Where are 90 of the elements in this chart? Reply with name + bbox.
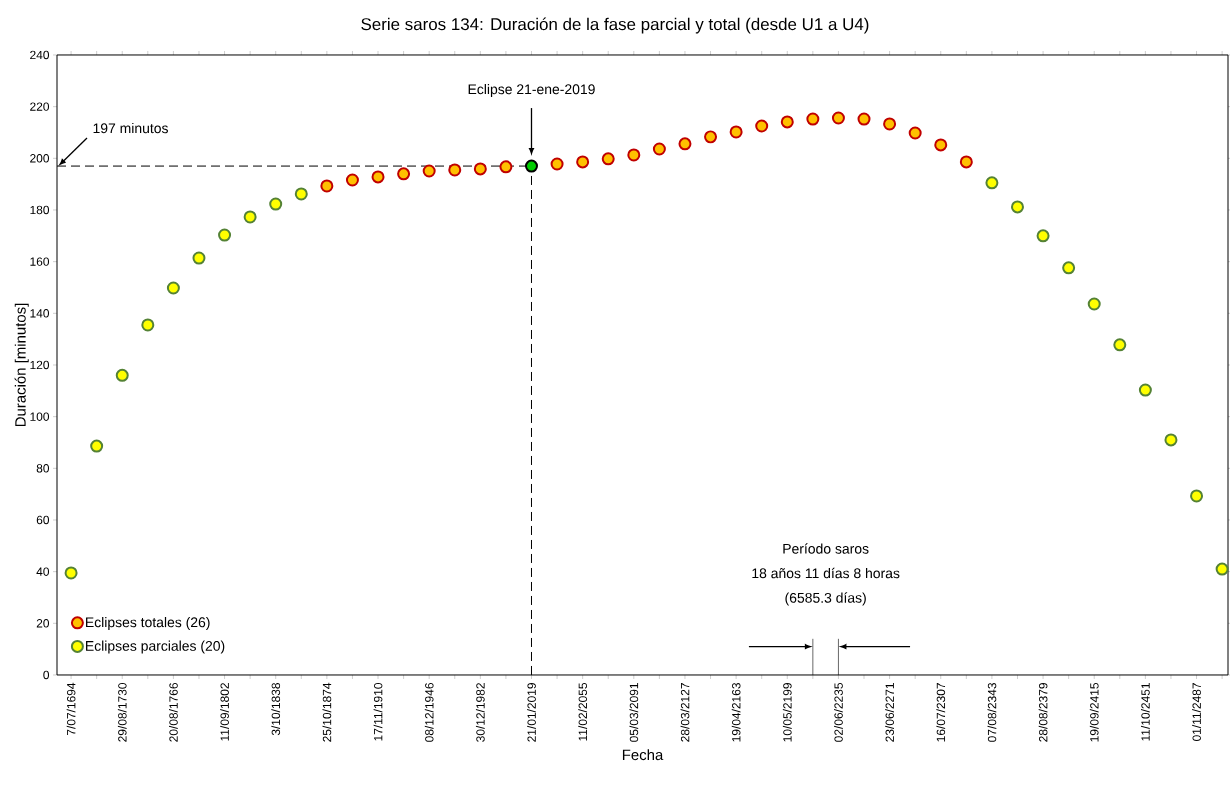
y-tick-label: 60 bbox=[36, 515, 50, 525]
point bbox=[1164, 433, 1178, 447]
point bbox=[294, 187, 308, 201]
x-tick-label: 28/08/2379 bbox=[1038, 683, 1048, 742]
x-tick-label: 20/08/1766 bbox=[169, 683, 178, 742]
point bbox=[320, 179, 334, 193]
point bbox=[857, 112, 871, 126]
x-tick-label: 19/09/2415 bbox=[1089, 683, 1099, 742]
x-tick-label: 19/04/2163 bbox=[731, 683, 741, 742]
x-tick-label: 7/07/1694 bbox=[66, 682, 76, 736]
y-tick-label: 40 bbox=[36, 567, 50, 576]
x-tick-label: 01/11/2487 bbox=[1192, 683, 1201, 741]
point bbox=[908, 126, 922, 140]
x-tick-label: 3/10/1838 bbox=[271, 683, 281, 736]
y-axis-title: Duración [minutos] bbox=[14, 303, 29, 427]
point bbox=[448, 163, 462, 177]
x-axis-title: Fecha bbox=[622, 749, 664, 761]
point bbox=[806, 112, 820, 126]
x-tick-label: 29/08/1730 bbox=[117, 682, 127, 742]
point bbox=[1113, 338, 1127, 352]
point bbox=[959, 155, 973, 169]
point bbox=[627, 148, 641, 162]
y-tick-label: 80 bbox=[36, 464, 50, 473]
annotation: 18 años 11 días 8 horas bbox=[752, 567, 900, 579]
point bbox=[883, 117, 897, 131]
point bbox=[1062, 261, 1076, 275]
y-tick-label: 200 bbox=[30, 154, 50, 163]
ref-line-label: 197 minutos bbox=[93, 122, 168, 134]
x-tick-label: 28/03/2127 bbox=[680, 683, 690, 742]
point bbox=[729, 125, 743, 139]
x-tick-label: 23/06/2271 bbox=[885, 683, 894, 742]
point bbox=[1087, 297, 1101, 311]
point bbox=[934, 138, 948, 152]
x-tick-label: 08/12/1946 bbox=[424, 683, 434, 742]
x-tick-label: 02/06/2235 bbox=[834, 683, 843, 742]
annotation: Eclipse 21-ene-2019 bbox=[468, 83, 595, 97]
y-tick-label: 100 bbox=[30, 412, 50, 421]
x-tick-label: 11/09/1802 bbox=[220, 683, 229, 741]
point bbox=[90, 439, 104, 453]
point bbox=[345, 173, 359, 187]
y-tick-label: 220 bbox=[30, 102, 50, 111]
y-tick-label: 0 bbox=[43, 670, 50, 680]
point bbox=[985, 176, 999, 190]
point bbox=[269, 197, 283, 211]
x-tick-label: 11/02/2055 bbox=[578, 683, 588, 741]
point bbox=[422, 164, 436, 178]
point bbox=[678, 137, 692, 151]
point bbox=[243, 210, 257, 224]
point bbox=[141, 318, 155, 332]
x-tick-label: 17/11/1910 bbox=[373, 682, 383, 741]
x-tick-label: 10/05/2199 bbox=[782, 683, 792, 742]
point bbox=[576, 155, 590, 169]
y-tick-label: 140 bbox=[30, 309, 50, 318]
legend-label: Eclipses totales (26) bbox=[86, 617, 210, 631]
point bbox=[192, 251, 206, 265]
chart-title: Serie saros 134: Duración de la fase parcial y total (desde U1 a U4) bbox=[361, 17, 869, 34]
legend-label: Eclipses parciales (20) bbox=[86, 640, 225, 654]
point bbox=[755, 119, 769, 133]
point bbox=[397, 167, 411, 181]
point bbox=[601, 152, 615, 166]
point bbox=[166, 281, 180, 295]
annotation: Período saros bbox=[783, 543, 869, 554]
x-tick-label: 16/07/2307 bbox=[936, 683, 946, 742]
point bbox=[371, 170, 385, 184]
x-tick-label: 11/10/2451 bbox=[1141, 683, 1150, 741]
y-tick-label: 160 bbox=[30, 257, 50, 266]
point bbox=[831, 111, 845, 125]
annotation: (6585.3 días) bbox=[785, 592, 866, 606]
point bbox=[704, 130, 718, 144]
y-tick-label: 120 bbox=[30, 360, 50, 370]
point bbox=[550, 157, 564, 171]
y-tick-label: 240 bbox=[30, 50, 50, 60]
point bbox=[499, 160, 513, 174]
point bbox=[524, 159, 538, 173]
point bbox=[473, 162, 487, 176]
point bbox=[780, 115, 794, 129]
x-tick-label: 05/03/2091 bbox=[629, 683, 639, 742]
x-tick-label: 21/01/2019 bbox=[527, 683, 536, 742]
point bbox=[1010, 200, 1024, 214]
x-tick-label: 07/08/2343 bbox=[987, 683, 997, 742]
x-tick-label: 25/10/1874 bbox=[322, 682, 332, 742]
x-tick-label: 30/12/1982 bbox=[475, 683, 485, 742]
y-tick-label: 20 bbox=[36, 619, 50, 628]
point bbox=[64, 566, 78, 580]
y-tick-label: 180 bbox=[30, 205, 50, 215]
point bbox=[1036, 229, 1050, 243]
point bbox=[218, 228, 232, 242]
point bbox=[115, 368, 129, 382]
point bbox=[652, 142, 666, 156]
point bbox=[1138, 383, 1152, 397]
